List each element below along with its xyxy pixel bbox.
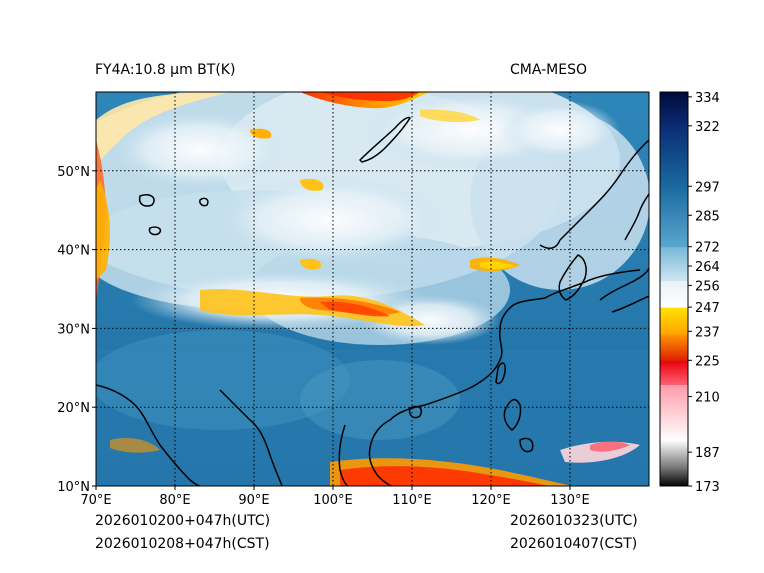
colorbar-tick-label: 247 bbox=[695, 301, 720, 316]
colorbar-tick-label: 334 bbox=[695, 91, 720, 106]
colorbar-tick-label: 297 bbox=[695, 180, 720, 195]
colorbar-segment bbox=[660, 384, 688, 441]
valid-time-cst: 2026010407(CST) bbox=[510, 536, 638, 552]
colorbar-segment bbox=[660, 440, 688, 470]
latitude-axis: 10°N 20°N 30°N 40°N 50°N bbox=[57, 165, 96, 495]
colorbar-segment bbox=[660, 125, 688, 187]
model-name: CMA-MESO bbox=[510, 62, 588, 78]
init-time-cst: 2026010208+047h(CST) bbox=[95, 536, 270, 552]
colorbar-tick-label: 173 bbox=[695, 480, 720, 495]
colorbar-tick-label: 272 bbox=[695, 241, 720, 256]
colorbar-segment bbox=[660, 360, 688, 385]
map-gridlines bbox=[96, 92, 649, 486]
colorbar-tick-label: 237 bbox=[695, 325, 720, 340]
lat-tick-label: 20°N bbox=[57, 401, 90, 416]
coastline-overlay bbox=[96, 116, 649, 486]
lon-tick-label: 130°E bbox=[550, 493, 590, 508]
colorbar-segment bbox=[660, 280, 688, 308]
longitude-axis: 70°E 80°E 90°E 100°E 110°E 120°E 130°E bbox=[80, 486, 590, 508]
lat-tick-label: 10°N bbox=[57, 480, 90, 495]
map-frame bbox=[95, 91, 650, 487]
colorbar-segment bbox=[660, 333, 688, 361]
map-title: FY4A:10.8 µm BT(K) bbox=[95, 62, 236, 78]
lon-tick-label: 100°E bbox=[313, 493, 353, 508]
lon-tick-label: 110°E bbox=[392, 493, 432, 508]
colorbar-tick-label: 225 bbox=[695, 354, 720, 369]
colorbar-tick-label: 256 bbox=[695, 279, 720, 294]
lat-tick-label: 50°N bbox=[57, 165, 90, 180]
colorbar-segment bbox=[660, 307, 688, 335]
colorbar-segment bbox=[660, 469, 688, 487]
colorbar-tick-label: 187 bbox=[695, 446, 720, 461]
lon-tick-label: 120°E bbox=[471, 493, 511, 508]
colorbar-tick-label: 210 bbox=[695, 391, 720, 406]
valid-time-utc: 2026010323(UTC) bbox=[510, 513, 638, 529]
lon-tick-label: 90°E bbox=[238, 493, 269, 508]
init-time-utc: 2026010200+047h(UTC) bbox=[95, 513, 271, 529]
satellite-image bbox=[96, 92, 649, 486]
lat-tick-label: 30°N bbox=[57, 322, 90, 337]
colorbar-tick-label: 285 bbox=[695, 209, 720, 224]
colorbar-tick-label: 264 bbox=[695, 260, 720, 275]
colorbar-segment bbox=[660, 186, 688, 248]
lon-tick-label: 70°E bbox=[80, 493, 111, 508]
colorbar-frame bbox=[659, 91, 689, 487]
colorbar-segment bbox=[660, 246, 688, 282]
lon-tick-label: 80°E bbox=[159, 493, 190, 508]
lat-tick-label: 40°N bbox=[57, 244, 90, 259]
colorbar bbox=[659, 91, 689, 487]
colorbar-segment bbox=[660, 92, 688, 127]
colorbar-ticks: 334 322 297 285 272 264 256 247 237 225 210 187 173 bbox=[688, 91, 720, 495]
colorbar-tick-label: 322 bbox=[695, 120, 720, 135]
